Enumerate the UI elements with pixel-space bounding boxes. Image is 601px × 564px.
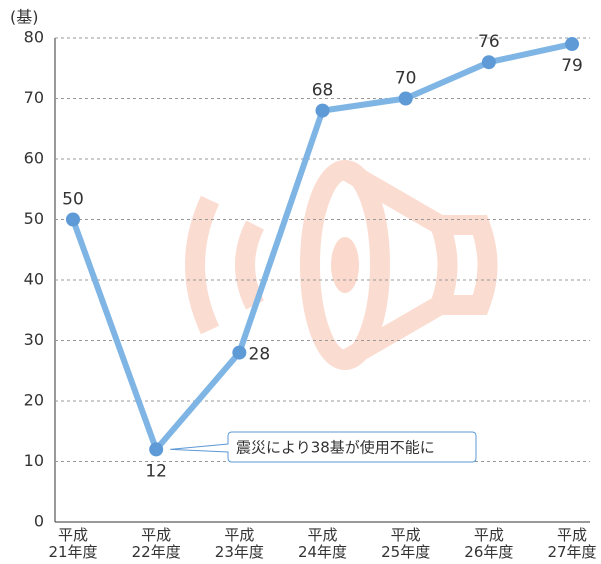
marker	[66, 213, 80, 227]
value-label: 68	[312, 81, 334, 101]
marker	[399, 92, 413, 106]
x-tick-label: 平成 23年度	[199, 527, 279, 561]
y-tick-label: 10	[24, 451, 44, 470]
y-tick-label: 80	[24, 28, 44, 47]
y-tick-label: 20	[24, 391, 44, 410]
y-tick-label: 50	[24, 209, 44, 228]
y-tick-label: 40	[24, 270, 44, 289]
value-label: 12	[145, 461, 167, 481]
y-axis-label: (基)	[10, 8, 39, 27]
chart: (基) 01020304050607080震災により38基が使用不能に50122…	[0, 0, 601, 564]
value-label: 28	[249, 345, 271, 365]
y-tick-label: 70	[24, 88, 44, 107]
x-tick-label: 平成 24年度	[283, 527, 363, 561]
x-tick-label: 平成 22年度	[116, 527, 196, 561]
value-label: 79	[561, 56, 583, 76]
marker	[149, 442, 163, 456]
x-tick-label: 平成 21年度	[33, 527, 113, 561]
speaker-center	[331, 237, 359, 293]
x-tick-label: 平成 25年度	[366, 527, 446, 561]
annotation: 震災により38基が使用不能に	[236, 439, 435, 457]
value-label: 50	[62, 190, 84, 210]
page: (基) 01020304050607080震災により38基が使用不能に50122…	[0, 0, 601, 564]
marker	[565, 37, 579, 51]
value-label: 70	[395, 69, 417, 89]
value-label: 76	[478, 32, 500, 52]
x-tick-label: 平成 27年度	[532, 527, 601, 561]
y-tick-label: 30	[24, 330, 44, 349]
y-tick-label: 60	[24, 149, 44, 168]
marker	[482, 55, 496, 69]
marker	[232, 346, 246, 360]
x-tick-label: 平成 26年度	[449, 527, 529, 561]
marker	[316, 104, 330, 118]
